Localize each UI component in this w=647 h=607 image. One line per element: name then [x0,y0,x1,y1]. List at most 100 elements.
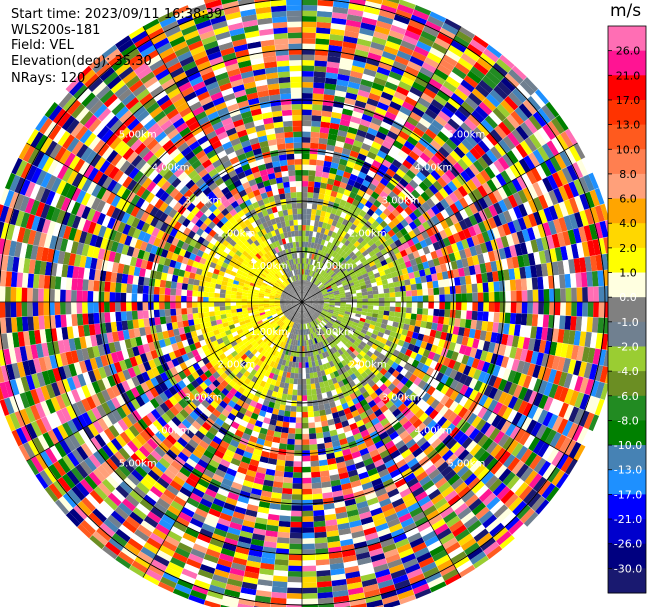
velocity-gate [312,314,317,320]
velocity-gate [331,365,337,373]
velocity-gate [433,287,440,295]
velocity-gate [304,280,307,286]
velocity-gate [196,346,204,355]
velocity-gate [126,413,138,425]
velocity-gate [184,527,200,539]
velocity-gate [129,337,138,348]
velocity-gate [383,508,396,518]
velocity-gate [231,331,239,337]
velocity-gate [314,65,327,73]
velocity-gate [457,57,474,71]
velocity-gate [315,318,321,324]
velocity-gate [453,222,463,233]
velocity-gate [363,137,374,147]
velocity-gate [276,375,283,382]
velocity-gate [538,209,548,224]
velocity-gate [415,141,427,153]
velocity-gate [337,186,346,195]
velocity-gate [373,421,383,431]
velocity-gate [326,355,332,363]
velocity-gate [244,349,252,357]
velocity-gate [106,399,117,412]
velocity-gate [456,30,473,44]
velocity-gate [351,110,363,119]
velocity-gate [332,411,340,419]
velocity-gate [312,332,316,339]
velocity-gate [427,288,434,296]
velocity-gate [156,549,173,562]
velocity-gate [532,289,539,302]
velocity-gate [317,336,322,343]
velocity-gate [189,517,204,529]
velocity-gate [553,218,563,234]
velocity-gate [302,307,305,313]
velocity-gate [388,190,398,200]
velocity-gate [486,496,501,511]
velocity-gate [330,316,337,322]
velocity-gate [438,405,449,417]
velocity-gate [367,52,382,62]
velocity-gate [415,122,428,133]
velocity-gate [426,315,434,323]
velocity-gate [302,477,312,484]
velocity-gate [500,356,510,369]
velocity-gate [579,393,590,411]
velocity-gate [252,395,260,403]
velocity-gate [200,454,212,464]
velocity-gate [417,97,431,109]
velocity-gate [80,443,93,458]
velocity-gate [379,404,389,414]
velocity-gate [432,241,441,251]
velocity-gate [38,357,47,372]
velocity-gate [441,22,459,36]
velocity-gate [347,8,364,17]
velocity-gate [219,440,230,450]
velocity-gate [478,510,494,525]
velocity-gate [347,581,363,590]
velocity-gate [334,303,341,306]
velocity-gate [186,392,196,402]
velocity-gate [282,310,289,314]
velocity-gate [223,350,231,357]
velocity-gate [474,264,482,275]
velocity-gate [257,385,264,393]
velocity-gate [313,242,318,249]
velocity-gate [562,358,571,373]
velocity-gate [538,394,549,410]
velocity-gate [326,452,336,460]
velocity-gate [445,154,458,166]
velocity-gate [367,379,376,388]
velocity-gate [326,287,333,291]
velocity-gate [518,386,528,401]
velocity-gate [255,344,262,352]
velocity-gate [312,366,317,373]
velocity-gate [437,481,451,494]
velocity-gate [405,307,412,314]
velocity-gate [386,35,403,46]
velocity-gate [304,269,308,275]
velocity-gate [347,587,364,596]
velocity-gate [293,317,297,323]
velocity-gate [452,524,467,538]
velocity-gate [360,225,369,233]
velocity-gate [302,356,306,363]
velocity-gate [438,445,450,458]
velocity-gate [325,324,331,330]
velocity-gate [526,277,533,290]
velocity-gate [277,320,283,326]
velocity-gate [383,371,392,380]
velocity-gate [80,520,96,535]
velocity-gate [328,291,334,295]
velocity-gate [248,337,255,344]
velocity-gate [446,438,458,450]
velocity-gate [438,187,449,199]
velocity-gate [270,310,277,314]
velocity-gate [432,412,444,424]
velocity-gate [319,381,325,389]
velocity-gate [309,289,314,295]
velocity-gate [302,269,304,275]
velocity-gate [317,316,323,322]
velocity-gate [583,225,593,242]
velocity-gate [535,424,548,440]
velocity-gate [315,38,330,45]
